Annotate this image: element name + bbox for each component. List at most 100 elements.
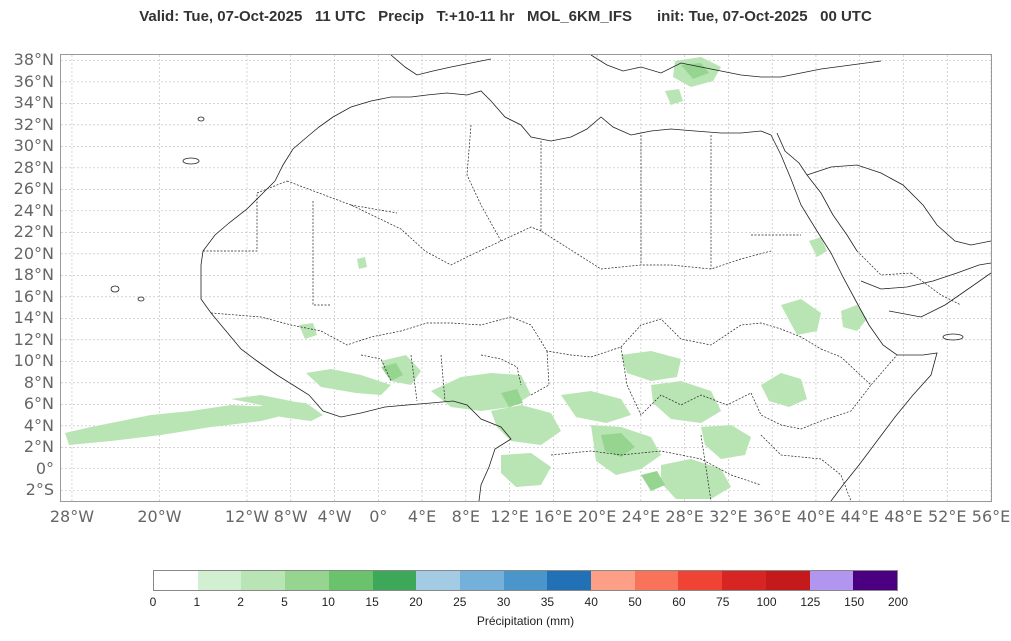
- colorbar-tick-label: 40: [584, 595, 598, 609]
- coastline: [390, 55, 492, 76]
- colorbar-segment: [591, 571, 635, 590]
- colorbar-segment: [197, 571, 242, 590]
- lat-tick-label: 24°N: [13, 200, 54, 220]
- lat-tick-label: 26°N: [13, 179, 54, 199]
- colorbar-tick-label: 35: [540, 595, 555, 609]
- border: [820, 348, 898, 386]
- colorbar-tick-label: 30: [496, 595, 511, 609]
- colorbar-tick-label: 15: [365, 595, 379, 609]
- border: [203, 180, 288, 252]
- colorbar-tick-label: 150: [844, 595, 865, 609]
- lat-tick-label: 16°N: [13, 286, 54, 306]
- border: [600, 250, 772, 270]
- border: [620, 346, 752, 416]
- colorbar-tick-label: 60: [672, 595, 686, 609]
- lon-tick-label: 8°E: [451, 507, 480, 526]
- border: [480, 354, 522, 386]
- lat-tick-label: 38°N: [13, 50, 54, 70]
- lon-tick-label: 4°E: [407, 507, 437, 526]
- border: [410, 354, 418, 402]
- lon-tick-label: 28°E: [665, 507, 704, 526]
- border: [440, 354, 446, 402]
- lat-tick-label: 8°N: [23, 372, 54, 392]
- lat-tick-label: 2°S: [25, 480, 54, 500]
- colorbar-tick-label: 0: [149, 595, 157, 609]
- precip-area: [701, 425, 751, 459]
- border: [286, 180, 542, 266]
- colorbar-tick-label: 20: [409, 595, 423, 609]
- precip-area: [501, 453, 551, 487]
- colorbar-segment: [853, 571, 897, 590]
- lon-tick-label: 24°E: [621, 507, 661, 526]
- colorbar-tick-label: 1: [193, 595, 201, 609]
- colorbar-tick-label: 50: [628, 595, 642, 609]
- lat-tick-label: 14°N: [13, 308, 54, 328]
- border: [210, 312, 592, 358]
- precip-area: [65, 405, 301, 445]
- lon-tick-label: 8°W: [273, 507, 308, 526]
- colorbar-segment: [547, 571, 592, 590]
- colorbar-tick-label: 10: [321, 595, 335, 609]
- lat-tick-label: 22°N: [13, 222, 54, 242]
- border: [910, 272, 962, 306]
- lon-tick-label: 0°: [369, 507, 388, 526]
- lon-tick-label: 12°E: [490, 507, 529, 526]
- colorbar-tick-label: 75: [716, 595, 730, 609]
- lat-tick-label: 10°N: [13, 351, 54, 371]
- lon-tick-label: 32°E: [709, 507, 748, 526]
- precip-area: [299, 323, 317, 339]
- lon-tick-label: 52°E: [928, 507, 967, 526]
- map-title: Valid: Tue, 07-Oct-2025 11 UTC Precip T:…: [139, 8, 872, 25]
- island: [182, 157, 200, 165]
- coastline: [200, 180, 512, 501]
- lon-tick-label: 44°E: [840, 507, 879, 526]
- border: [750, 384, 872, 430]
- lon-tick-label: 36°E: [752, 507, 792, 526]
- colorbar-segment: [416, 571, 460, 590]
- map-frame: [60, 54, 992, 502]
- colorbar-segment: [722, 571, 766, 590]
- precip-area: [357, 257, 367, 269]
- precip-area: [381, 363, 403, 381]
- coastline: [590, 55, 882, 78]
- precip-area: [501, 389, 523, 407]
- coastline: [860, 262, 991, 290]
- colorbar-tick-label: 5: [281, 595, 288, 609]
- island: [942, 333, 964, 341]
- colorbar-segment: [285, 571, 329, 590]
- coastlines: [110, 55, 991, 501]
- coastline: [776, 132, 858, 252]
- border: [360, 354, 392, 382]
- lon-tick-label: 4°W: [317, 507, 352, 526]
- colorbar-tick-label: 2: [237, 595, 244, 609]
- colorbar: [153, 570, 898, 591]
- lon-tick-label: 16°E: [534, 507, 573, 526]
- precip-area: [761, 373, 807, 407]
- border: [700, 434, 712, 501]
- precip-area: [306, 369, 391, 395]
- precip-area: [809, 237, 827, 257]
- country-borders: [203, 124, 962, 501]
- colorbar-tick-label: 200: [887, 595, 909, 609]
- precip-area: [651, 381, 721, 423]
- border: [312, 201, 331, 306]
- precip-area: [491, 405, 561, 445]
- lon-tick-label: 12°W: [224, 507, 270, 526]
- island: [110, 285, 120, 293]
- island: [197, 116, 205, 122]
- border: [540, 141, 602, 270]
- precip-area: [256, 401, 323, 421]
- border: [760, 434, 852, 501]
- border: [550, 450, 762, 486]
- island: [137, 296, 145, 302]
- border: [530, 350, 550, 396]
- colorbar-segment: [765, 571, 810, 590]
- border: [350, 204, 398, 214]
- lat-tick-label: 32°N: [13, 114, 54, 134]
- lat-tick-label: 28°N: [13, 157, 54, 177]
- colorbar-tick-label: 25: [453, 595, 467, 609]
- colorbar-segment: [809, 571, 854, 590]
- coastline: [274, 90, 772, 182]
- lat-tick-label: 12°N: [13, 329, 54, 349]
- lon-tick-label: 20°W: [137, 507, 182, 526]
